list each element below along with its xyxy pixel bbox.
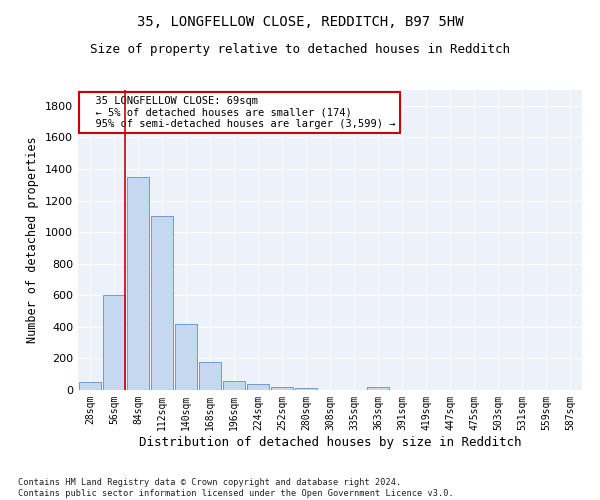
Bar — [271, 387, 293, 390]
Text: Contains HM Land Registry data © Crown copyright and database right 2024.
Contai: Contains HM Land Registry data © Crown c… — [18, 478, 454, 498]
Bar — [247, 384, 269, 390]
Bar — [103, 296, 125, 390]
Text: 35 LONGFELLOW CLOSE: 69sqm
  ← 5% of detached houses are smaller (174)
  95% of : 35 LONGFELLOW CLOSE: 69sqm ← 5% of detac… — [83, 96, 395, 129]
Text: Size of property relative to detached houses in Redditch: Size of property relative to detached ho… — [90, 42, 510, 56]
Bar — [175, 324, 197, 390]
Bar — [295, 388, 317, 390]
Bar — [367, 387, 389, 390]
Text: 35, LONGFELLOW CLOSE, REDDITCH, B97 5HW: 35, LONGFELLOW CLOSE, REDDITCH, B97 5HW — [137, 15, 463, 29]
X-axis label: Distribution of detached houses by size in Redditch: Distribution of detached houses by size … — [139, 436, 521, 448]
Y-axis label: Number of detached properties: Number of detached properties — [26, 136, 40, 344]
Bar — [199, 362, 221, 390]
Bar — [223, 380, 245, 390]
Bar — [127, 177, 149, 390]
Bar — [79, 382, 101, 390]
Bar — [151, 216, 173, 390]
